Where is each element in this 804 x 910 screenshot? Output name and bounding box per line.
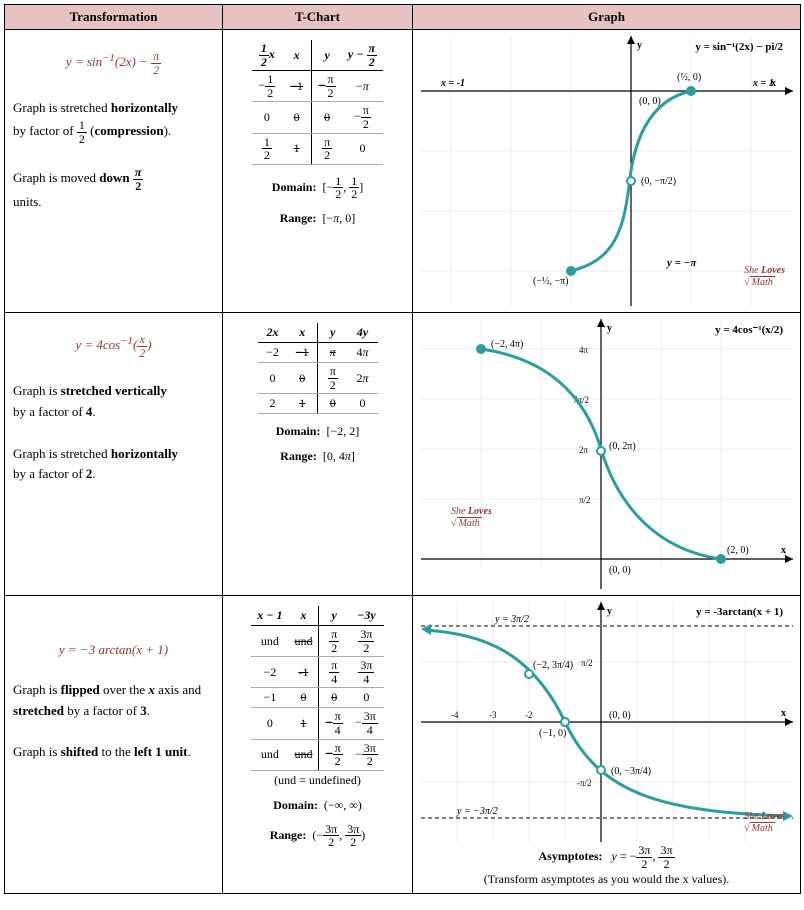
row1-graph: y = sin⁻¹(2x) − pi/2 x y x = -1 x = 1 (½… (421, 36, 793, 306)
row3-description: Graph is flipped over the x axis and str… (13, 680, 214, 763)
row2-domain: Domain: [−2, 2] (231, 424, 404, 439)
svg-text:(2, 0): (2, 0) (727, 545, 749, 556)
row1-graph-cell: y = sin⁻¹(2x) − pi/2 x y x = -1 x = 1 (½… (413, 30, 801, 313)
row3-transformation: y = −3 arctan(x + 1) Graph is flipped ov… (5, 596, 223, 894)
svg-text:y: y (637, 40, 642, 51)
svg-text:y: y (607, 606, 612, 617)
svg-text:(0, 2π): (0, 2π) (609, 441, 636, 452)
row1-tchart-cell: 12xxyy − π2 −12−1−π2−π 000−π2 121π20 Dom… (223, 30, 413, 313)
svg-text:(0, 0): (0, 0) (639, 96, 661, 107)
header-transformation: Transformation (5, 5, 223, 30)
svg-text:-2: -2 (525, 710, 533, 720)
row2-graph-title: y = 4cos⁻¹(x/2) (715, 323, 783, 336)
svg-text:(−2, 3π/4): (−2, 3π/4) (533, 660, 573, 671)
row1-equation: y = sin−1(2x) − π2 (13, 50, 214, 76)
svg-text:(−2, 4π): (−2, 4π) (491, 339, 523, 350)
row2-equation: y = 4cos−1(x2) (13, 333, 214, 359)
svg-text:2π: 2π (579, 445, 589, 455)
logo: She Loves√Math (744, 265, 785, 288)
svg-text:-4: -4 (451, 710, 459, 720)
row3-asym-note: (Transform asymptotes as you would the x… (421, 872, 792, 887)
header-tchart: T-Chart (223, 5, 413, 30)
svg-text:(−1, 0): (−1, 0) (539, 728, 566, 739)
svg-text:(0, 0): (0, 0) (609, 565, 631, 576)
row1-domain: Domain: [−12, 12] (231, 175, 404, 201)
row2-tchart-cell: 2xxy4y −2−1π4π 00π22π 2100 Domain: [−2, … (223, 313, 413, 596)
row3-graph: y = -3arctan(x + 1) x y y = 3π/2 y = −3π… (421, 602, 793, 842)
svg-text:π/2: π/2 (581, 658, 593, 668)
row2-graph-cell: y = 4cos⁻¹(x/2) x y 4π 7π/2 2π π/2 (−2, … (413, 313, 801, 596)
svg-text:(0, −3π/4): (0, −3π/4) (611, 766, 651, 777)
svg-text:x: x (781, 545, 786, 556)
row3-graph-title: y = -3arctan(x + 1) (696, 606, 783, 618)
row3-asymptotes: Asymptotes: y = −3π2, 3π2 (421, 844, 792, 870)
row1-transformation: y = sin−1(2x) − π2 Graph is stretched ho… (5, 30, 223, 313)
svg-text:y = −π: y = −π (665, 257, 697, 269)
row2-range: Range: [0, 4π] (231, 449, 404, 464)
row1-tchart: 12xxyy − π2 −12−1−π2−π 000−π2 121π20 (252, 40, 383, 165)
row2-transformation: y = 4cos−1(x2) Graph is stretched vertic… (5, 313, 223, 596)
logo: She Loves√Math (744, 811, 785, 834)
logo: She Loves√Math (451, 506, 492, 529)
row3-domain: Domain: (−∞, ∞) (231, 798, 404, 813)
row1-description: Graph is stretched horizontally by facto… (13, 98, 214, 213)
svg-text:(0, 0): (0, 0) (609, 710, 631, 721)
svg-text:(−½, −π): (−½, −π) (533, 276, 569, 287)
row3-und-note: (und = undefined) (231, 773, 404, 788)
transformations-table: Transformation T-Chart Graph y = sin−1(2… (4, 4, 801, 894)
row3-graph-cell: y = -3arctan(x + 1) x y y = 3π/2 y = −3π… (413, 596, 801, 894)
svg-text:y = 3π/2: y = 3π/2 (494, 614, 529, 625)
svg-text:y: y (607, 323, 612, 334)
svg-text:x = 1: x = 1 (752, 78, 774, 89)
svg-text:x = -1: x = -1 (440, 78, 465, 89)
row3-range: Range: (−3π2, 3π2) (231, 823, 404, 849)
svg-text:-3: -3 (489, 710, 497, 720)
row3-tchart: x − 1xy−3y undundπ23π2 −2-1π43π4 −1000 0… (251, 606, 384, 771)
row2-graph: y = 4cos⁻¹(x/2) x y 4π 7π/2 2π π/2 (−2, … (421, 319, 793, 589)
row2-tchart: 2xxy4y −2−1π4π 00π22π 2100 (258, 323, 378, 414)
svg-text:π/2: π/2 (579, 495, 591, 505)
row3-tchart-cell: x − 1xy−3y undundπ23π2 −2-1π43π4 −1000 0… (223, 596, 413, 894)
svg-text:4π: 4π (579, 345, 589, 355)
svg-text:x: x (781, 708, 786, 719)
row1-graph-title: y = sin⁻¹(2x) − pi/2 (695, 40, 783, 53)
svg-text:y = −3π/2: y = −3π/2 (456, 806, 498, 817)
header-graph: Graph (413, 5, 801, 30)
svg-text:-π/2: -π/2 (577, 778, 592, 788)
svg-text:(0, −π/2): (0, −π/2) (641, 176, 676, 187)
row1-range: Range: [−π, 0] (231, 211, 404, 226)
svg-text:(½, 0): (½, 0) (677, 72, 701, 83)
row3-equation: y = −3 arctan(x + 1) (13, 642, 214, 658)
row2-description: Graph is stretched vertically by a facto… (13, 381, 214, 485)
